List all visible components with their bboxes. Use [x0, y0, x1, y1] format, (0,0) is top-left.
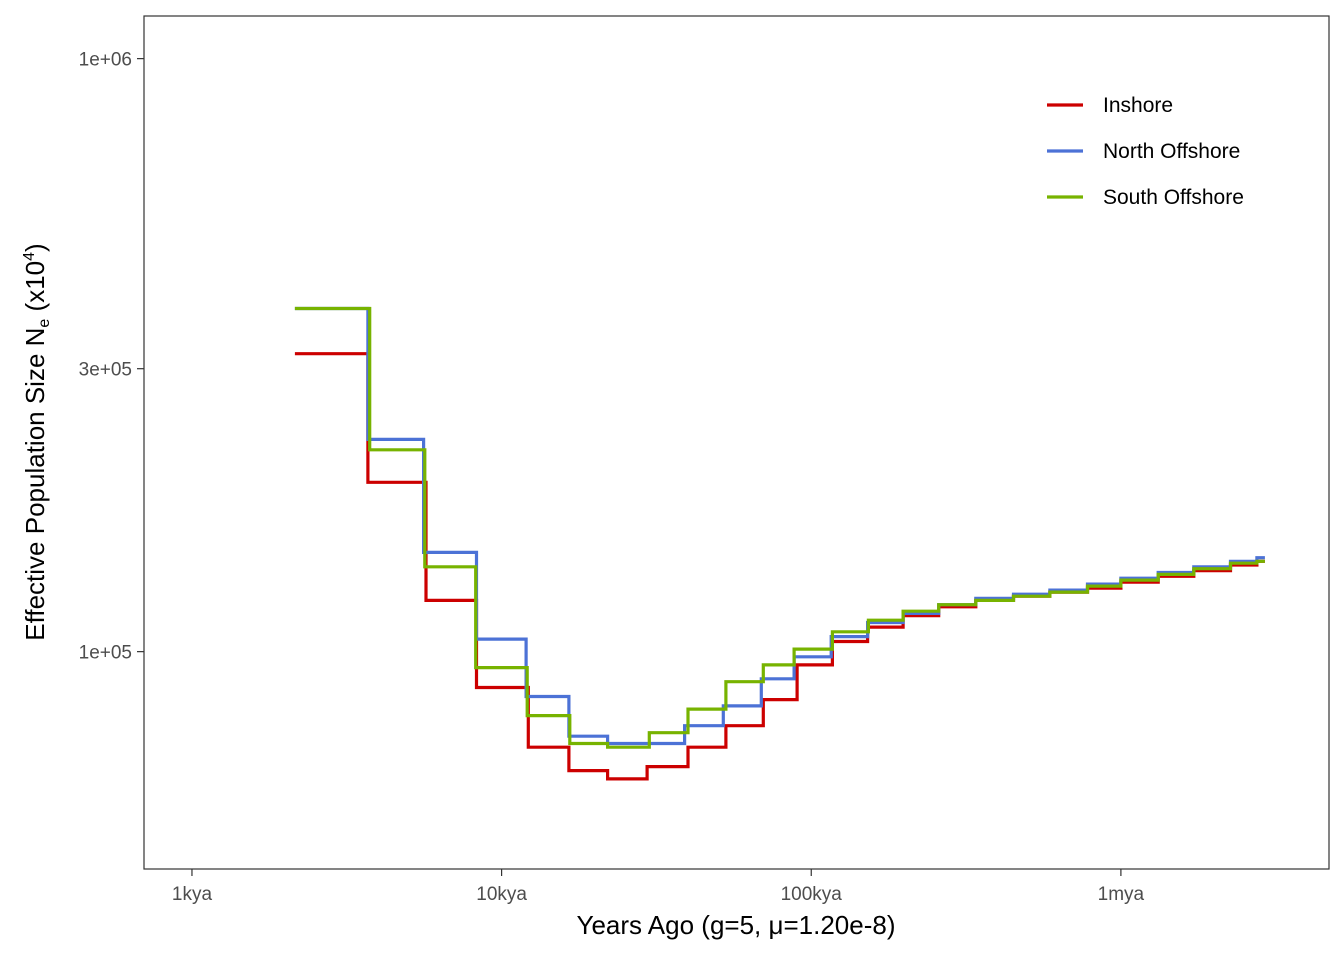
y-axis-title-main: Effective Population Size N: [20, 328, 50, 641]
y-axis-title-subscript: e: [36, 319, 53, 328]
legend: Inshore North Offshore South Offshore: [1047, 94, 1244, 209]
plot-border: [143, 15, 1330, 870]
legend-label-1: North Offshore: [1103, 140, 1240, 163]
y-axis-title-unit-close: ): [20, 243, 50, 252]
y-axis-title-unit-open: (x10: [20, 261, 50, 319]
x-tick-label-2: 100kya: [781, 884, 843, 905]
y-tick-label-1: 3e+05: [79, 360, 132, 381]
x-axis: 1kya 10kya 100kya 1mya: [172, 869, 1145, 905]
series-layer: [294, 306, 1265, 781]
x-tick-label-1: 10kya: [476, 884, 527, 905]
x-tick-label-3: 1mya: [1098, 884, 1145, 905]
series-line-0: [294, 352, 1265, 781]
legend-label-0: Inshore: [1103, 94, 1173, 117]
series-line-2: [294, 306, 1265, 749]
y-axis: 1e+05 3e+05 1e+06: [79, 50, 144, 664]
x-axis-title: Years Ago (g=5, μ=1.20e-8): [576, 910, 895, 940]
y-tick-label-0: 1e+05: [79, 643, 132, 664]
x-tick-label-0: 1kya: [172, 884, 213, 905]
y-tick-label-2: 1e+06: [79, 50, 132, 71]
y-axis-title-superscript: 4: [21, 252, 38, 261]
y-axis-title: Effective Population Size Ne (x104): [20, 243, 53, 640]
legend-label-2: South Offshore: [1103, 186, 1244, 209]
